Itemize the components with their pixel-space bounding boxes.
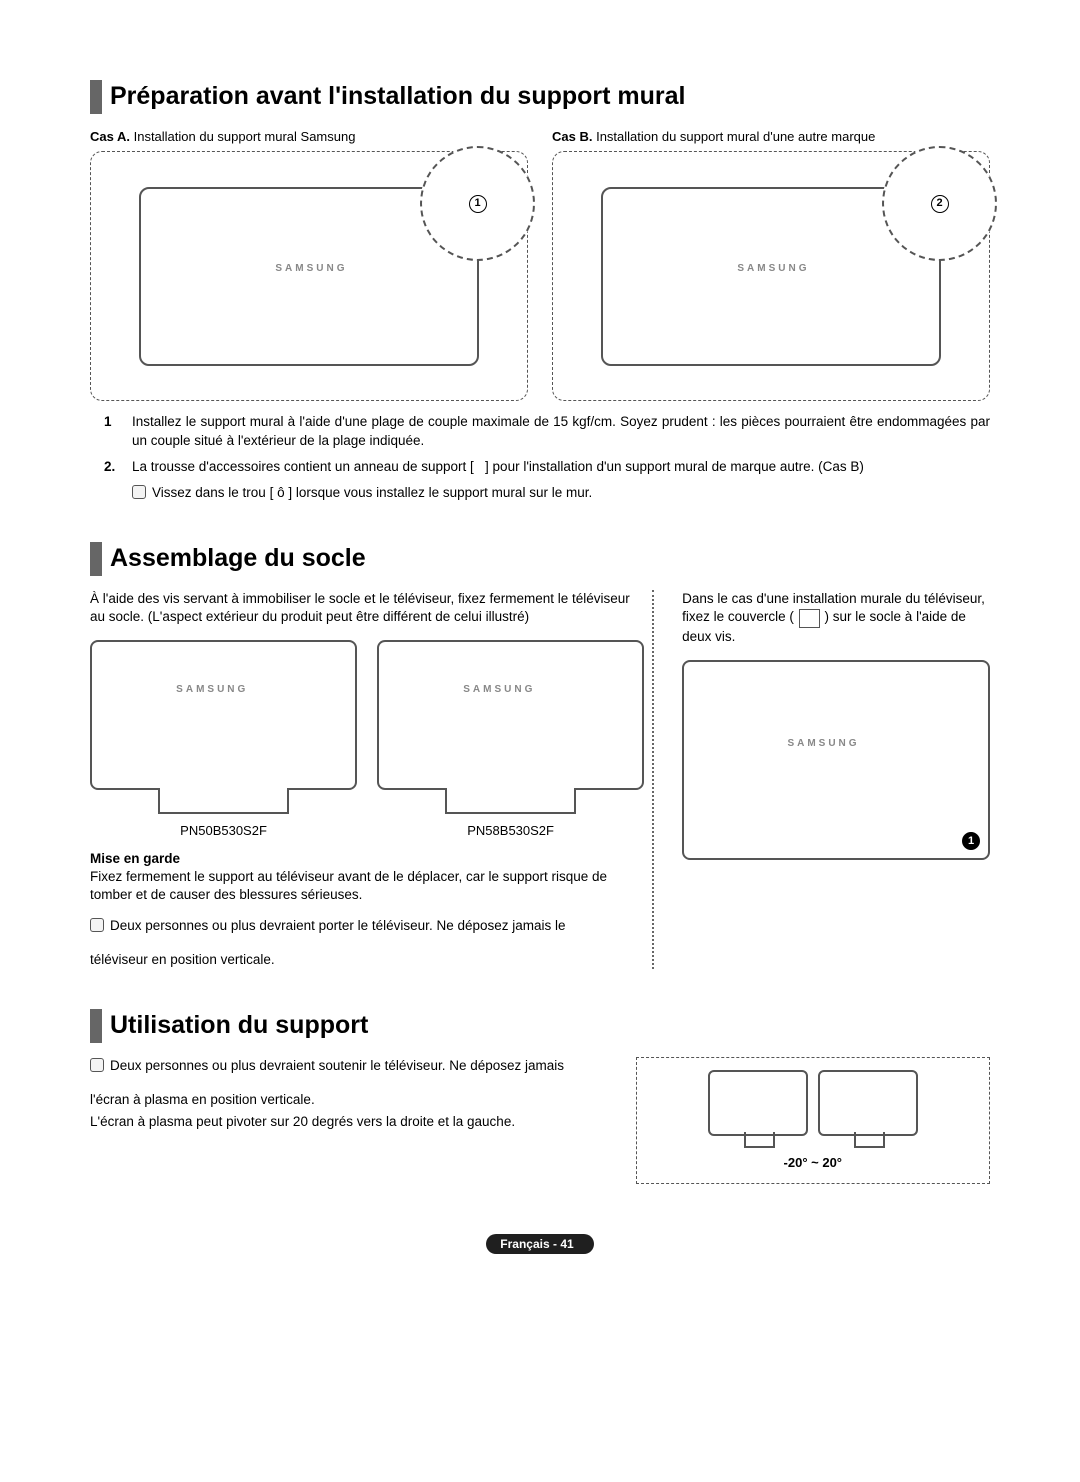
footer-page: 41 (560, 1237, 573, 1251)
section-title: Assemblage du socle (110, 542, 990, 576)
model-b-label: PN58B530S2F (377, 822, 644, 840)
right-figure: 1 (682, 660, 990, 860)
footer-lang: Français - (500, 1237, 560, 1251)
case-b-column: Cas B. Installation du support mural d'u… (552, 128, 990, 402)
case-a-figure: 1 (90, 151, 528, 401)
section-wall-mount-prep: Préparation avant l'installation du supp… (90, 80, 990, 502)
section-title: Utilisation du support (110, 1009, 990, 1043)
note-line-2: téléviseur en position verticale. (90, 952, 275, 967)
section-title-bar: Utilisation du support (90, 1009, 990, 1043)
warning-body: Fixez fermement le support au téléviseur… (90, 868, 644, 904)
assembly-row: À l'aide des vis servant à immobiliser l… (90, 590, 990, 969)
tv-small-right (818, 1070, 918, 1136)
swivel-note: Deux personnes ou plus devraient souteni… (90, 1057, 616, 1075)
note-icon (90, 918, 104, 932)
stand-base (445, 788, 577, 814)
step-1: 1 Installez le support mural à l'aide d'… (104, 413, 990, 449)
model-a-label: PN50B530S2F (90, 822, 357, 840)
warning-heading: Mise en garde (90, 850, 644, 868)
tv-stand-illustration (90, 640, 357, 790)
case-b-figure: 2 (552, 151, 990, 401)
assembly-figures: PN50B530S2F PN58B530S2F (90, 640, 644, 840)
swivel-figure: -20° ~ 20° (636, 1057, 990, 1185)
swivel-line-3: L'écran à plasma peut pivoter sur 20 deg… (90, 1113, 616, 1131)
case-row: Cas A. Installation du support mural Sam… (90, 128, 990, 402)
case-a-column: Cas A. Installation du support mural Sam… (90, 128, 528, 402)
case-b-rest: Installation du support mural d'une autr… (592, 129, 875, 144)
swivel-text: Deux personnes ou plus devraient souteni… (90, 1057, 616, 1132)
step-2-text: La trousse d'accessoires contient un ann… (132, 458, 864, 476)
step-2-num: 2. (104, 458, 120, 476)
step-1-num: 1 (104, 413, 120, 449)
section-stand-use: Utilisation du support Deux personnes ou… (90, 1009, 990, 1184)
note-icon (132, 485, 146, 499)
case-b-label: Cas B. Installation du support mural d'u… (552, 128, 990, 146)
section-title: Préparation avant l'installation du supp… (110, 80, 990, 114)
swivel-line-1: Deux personnes ou plus devraient souteni… (110, 1058, 564, 1073)
footer-pill: Français - 41 (486, 1234, 593, 1254)
swivel-row: Deux personnes ou plus devraient souteni… (90, 1057, 990, 1185)
step-2: 2. La trousse d'accessoires contient un … (104, 458, 990, 476)
zoom-badge-a: 1 (469, 195, 487, 213)
cover-box (799, 609, 820, 628)
page-footer: Français - 41 (90, 1234, 990, 1254)
step-2-sub: Vissez dans le trou [ ô ] lorsque vous i… (132, 484, 990, 502)
assembly-intro: À l'aide des vis servant à immobiliser l… (90, 590, 644, 626)
zoom-badge-b: 2 (931, 195, 949, 213)
zoom-circle-b: 2 (882, 146, 997, 261)
note-icon (90, 1058, 104, 1072)
tv-small-left (708, 1070, 808, 1136)
section-title-bar: Préparation avant l'installation du supp… (90, 80, 990, 114)
swivel-line-2: l'écran à plasma en position verticale. (90, 1091, 616, 1109)
step-2-sub-text: Vissez dans le trou [ ô ] lorsque vous i… (152, 485, 592, 500)
assembly-note: Deux personnes ou plus devraient porter … (90, 917, 644, 935)
install-steps: 1 Installez le support mural à l'aide d'… (104, 413, 990, 502)
tv-pair (649, 1070, 977, 1136)
stand-base (158, 788, 290, 814)
section-stand-assembly: Assemblage du socle À l'aide des vis ser… (90, 542, 990, 969)
assembly-left: À l'aide des vis servant à immobiliser l… (90, 590, 654, 969)
case-a-rest: Installation du support mural Samsung (130, 129, 355, 144)
fig-model-b: PN58B530S2F (377, 640, 644, 840)
assembly-right: Dans le cas d'une installation murale du… (674, 590, 990, 969)
case-a-bold: Cas A. (90, 129, 130, 144)
right-badge: 1 (962, 832, 980, 850)
case-a-label: Cas A. Installation du support mural Sam… (90, 128, 528, 146)
note-line-2-wrap: téléviseur en position verticale. (90, 951, 644, 969)
case-b-bold: Cas B. (552, 129, 592, 144)
angle-label: -20° ~ 20° (649, 1154, 977, 1172)
section-title-bar: Assemblage du socle (90, 542, 990, 576)
step-1-text: Installez le support mural à l'aide d'un… (132, 413, 990, 449)
note-line-1: Deux personnes ou plus devraient porter … (110, 918, 566, 933)
fig-model-a: PN50B530S2F (90, 640, 357, 840)
tv-stand-illustration (377, 640, 644, 790)
zoom-circle-a: 1 (420, 146, 535, 261)
